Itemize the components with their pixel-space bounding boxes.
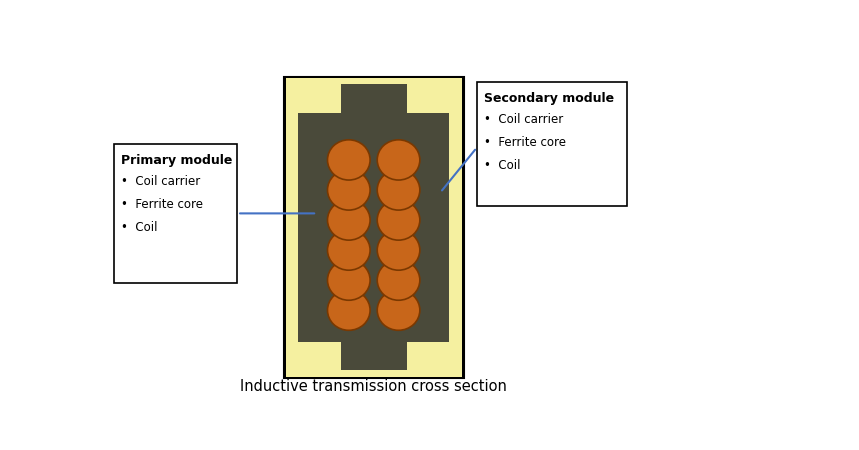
Bar [283, 76, 464, 378]
Text: Secondary module: Secondary module [484, 92, 613, 105]
Bar [390, 84, 449, 150]
Text: •  Coil carrier
•  Ferrite core
•  Coil: • Coil carrier • Ferrite core • Coil [120, 176, 203, 234]
Ellipse shape [377, 140, 420, 180]
Ellipse shape [327, 260, 370, 300]
Ellipse shape [377, 230, 420, 270]
Bar [477, 82, 626, 207]
Bar [298, 84, 449, 370]
Bar [407, 84, 449, 113]
Bar [407, 84, 449, 370]
Text: Primary module: Primary module [120, 154, 232, 167]
Bar [390, 107, 407, 347]
Ellipse shape [327, 200, 370, 240]
Text: •  Coil carrier
•  Ferrite core
•  Coil: • Coil carrier • Ferrite core • Coil [484, 113, 565, 172]
Bar [298, 342, 340, 370]
Bar [298, 305, 357, 370]
Ellipse shape [327, 140, 370, 180]
Text: Inductive transmission cross section: Inductive transmission cross section [241, 378, 507, 394]
Bar [114, 144, 237, 283]
Ellipse shape [377, 200, 420, 240]
Bar [340, 107, 357, 347]
Ellipse shape [377, 170, 420, 210]
Bar [298, 84, 340, 113]
Ellipse shape [377, 260, 420, 300]
Ellipse shape [377, 290, 420, 330]
Ellipse shape [327, 290, 370, 330]
Bar [286, 77, 461, 377]
Ellipse shape [327, 230, 370, 270]
Bar [298, 84, 357, 150]
Bar [298, 84, 340, 370]
Bar [390, 305, 449, 370]
Ellipse shape [327, 170, 370, 210]
Bar [407, 342, 449, 370]
